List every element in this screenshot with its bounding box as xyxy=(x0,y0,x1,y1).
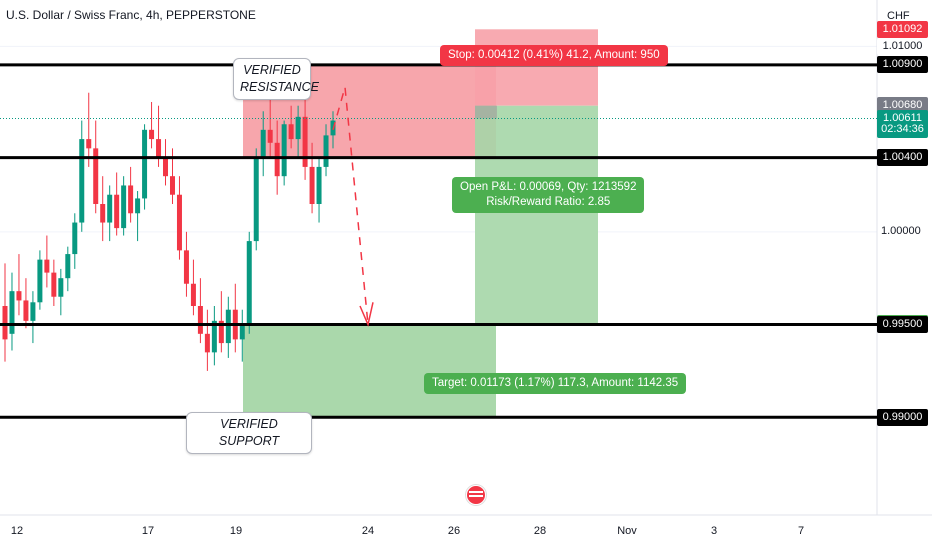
verified-support-callout[interactable]: VERIFIED SUPPORT xyxy=(186,412,312,454)
candle-body-6 xyxy=(44,259,50,273)
candle-body-2 xyxy=(16,291,22,301)
symbol-title: U.S. Dollar / Swiss Franc, 4h, PEPPERSTO… xyxy=(6,8,256,22)
price-tag-3: 1.00680 xyxy=(877,97,928,115)
candle-body-26 xyxy=(183,250,189,284)
candle-body-45 xyxy=(316,166,322,204)
candle-body-32 xyxy=(225,309,231,344)
candle-body-44 xyxy=(309,166,315,204)
us-flag-event-icon[interactable] xyxy=(466,485,486,505)
candle-body-15 xyxy=(107,194,113,223)
candle-body-5 xyxy=(37,259,43,303)
stop-loss-zone xyxy=(475,29,598,106)
candle-body-25 xyxy=(176,194,182,251)
candle-body-11 xyxy=(79,139,85,223)
candle-body-19 xyxy=(135,198,141,214)
currency-label: CHF xyxy=(887,10,910,22)
candle-body-9 xyxy=(65,254,71,279)
projection-arrow-head xyxy=(359,302,374,327)
candle-body-10 xyxy=(72,222,78,255)
candle-body-34 xyxy=(239,324,245,340)
price-tag-6: 1.00400 xyxy=(877,149,928,167)
candle-body-16 xyxy=(114,194,120,229)
candle-body-4 xyxy=(30,302,36,321)
candle-body-28 xyxy=(197,306,203,334)
candle-body-22 xyxy=(156,139,162,158)
take-profit-zone xyxy=(475,105,598,324)
candle-body-24 xyxy=(169,176,175,195)
resistance-label: VERIFIED RESISTANCE xyxy=(240,63,319,94)
x-tick-0: 12 xyxy=(10,525,24,537)
candle-body-36 xyxy=(253,157,259,242)
x-tick-3: 24 xyxy=(361,525,375,537)
support-zone xyxy=(243,324,496,418)
x-tick-1: 17 xyxy=(141,525,155,537)
candle-body-12 xyxy=(86,139,92,149)
candle-body-41 xyxy=(288,124,294,140)
candle-body-3 xyxy=(23,300,29,321)
candle-body-23 xyxy=(163,157,169,177)
candle-body-30 xyxy=(211,320,217,353)
candle-body-31 xyxy=(218,320,224,344)
candle-body-39 xyxy=(274,142,280,177)
candle-body-1 xyxy=(9,291,15,334)
x-tick-4: 26 xyxy=(447,525,461,537)
target-label[interactable]: Target: 0.01173 (1.17%) 117.3, Amount: 1… xyxy=(424,373,687,394)
support-label: VERIFIED SUPPORT xyxy=(218,417,280,448)
open-pl-text: Open P&L: 0.00069, Qty: 1213592 xyxy=(460,181,637,193)
x-tick-6: Nov xyxy=(617,525,637,537)
candle-body-35 xyxy=(246,241,252,325)
candle-body-18 xyxy=(128,185,134,214)
price-tag-5: 02:34:36 xyxy=(877,121,928,139)
stop-label[interactable]: Stop: 0.00412 (0.41%) 41.2, Amount: 950 xyxy=(440,45,668,66)
candle-body-13 xyxy=(93,148,99,204)
candle-body-42 xyxy=(295,116,301,140)
candle-body-0 xyxy=(2,306,8,340)
candle-body-40 xyxy=(281,124,287,177)
candle-body-46 xyxy=(323,135,329,167)
x-tick-7: 3 xyxy=(710,525,718,537)
candle-body-8 xyxy=(58,278,64,297)
price-tag-8: 0.99500 xyxy=(877,316,928,334)
candle-body-38 xyxy=(267,129,273,143)
price-tag-1: 1.01000 xyxy=(877,37,928,55)
open-pl-marker xyxy=(475,105,497,119)
risk-reward-text: Risk/Reward Ratio: 2.85 xyxy=(486,196,611,208)
candle-body-7 xyxy=(51,272,57,297)
candle-body-37 xyxy=(260,129,266,158)
x-tick-2: 19 xyxy=(229,525,243,537)
x-tick-8: 7 xyxy=(797,525,805,537)
candle-body-29 xyxy=(204,333,210,353)
candle-body-27 xyxy=(190,283,196,306)
verified-resistance-callout[interactable]: VERIFIED RESISTANCE xyxy=(233,58,319,100)
candle-body-14 xyxy=(100,204,106,223)
candle-body-17 xyxy=(121,185,127,229)
candle-body-21 xyxy=(149,129,155,140)
x-tick-5: 28 xyxy=(533,525,547,537)
candle-body-43 xyxy=(302,116,308,167)
price-tag-2: 1.00900 xyxy=(877,56,928,74)
open-pl-label[interactable]: Open P&L: 0.00069, Qty: 1213592 Risk/Rew… xyxy=(452,177,645,213)
candle-body-20 xyxy=(142,129,148,199)
price-tag-0: 1.01092 xyxy=(877,20,928,38)
price-tag-9: 0.99000 xyxy=(877,408,928,426)
y-tick-1: 1.00000 xyxy=(881,224,921,237)
